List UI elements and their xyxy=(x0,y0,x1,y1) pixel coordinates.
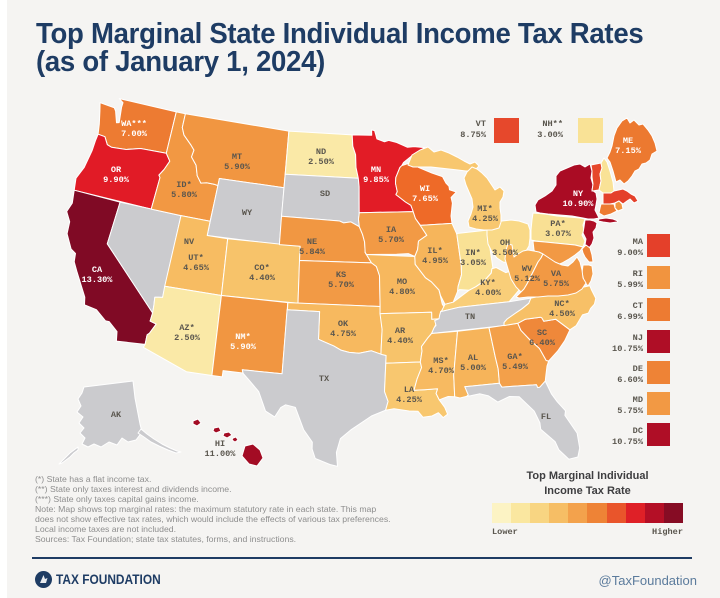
svg-text:MO: MO xyxy=(397,277,407,287)
svg-text:9.90%: 9.90% xyxy=(103,175,130,185)
svg-text:4.25%: 4.25% xyxy=(396,395,423,405)
svg-text:TX: TX xyxy=(319,374,330,384)
svg-text:MI*: MI* xyxy=(477,204,492,214)
svg-text:4.75%: 4.75% xyxy=(330,329,357,339)
svg-text:5.70%: 5.70% xyxy=(328,280,355,290)
svg-text:5.84%: 5.84% xyxy=(299,247,326,257)
svg-text:5.70%: 5.70% xyxy=(378,235,405,245)
svg-text:CA: CA xyxy=(92,265,103,275)
svg-text:7.65%: 7.65% xyxy=(412,194,439,204)
svg-text:5.12%: 5.12% xyxy=(514,274,541,284)
svg-text:5.80%: 5.80% xyxy=(171,190,198,200)
svg-text:MT: MT xyxy=(232,152,242,162)
svg-text:4.70%: 4.70% xyxy=(428,366,455,376)
svg-text:4.40%: 4.40% xyxy=(387,336,414,346)
svg-text:SD: SD xyxy=(320,189,330,199)
svg-text:KY*: KY* xyxy=(480,278,495,288)
svg-text:9.85%: 9.85% xyxy=(363,175,390,185)
svg-text:AZ*: AZ* xyxy=(179,323,194,333)
svg-text:CO*: CO* xyxy=(254,263,269,273)
svg-text:AL: AL xyxy=(468,353,478,363)
svg-text:IA: IA xyxy=(386,225,397,235)
svg-text:OK: OK xyxy=(338,319,349,329)
svg-text:MN: MN xyxy=(371,165,381,175)
svg-text:HI: HI xyxy=(215,439,225,449)
svg-text:UT*: UT* xyxy=(188,253,203,263)
svg-text:NY: NY xyxy=(573,189,584,199)
svg-text:SC: SC xyxy=(537,328,547,338)
svg-text:4.95%: 4.95% xyxy=(422,256,449,266)
svg-text:IN*: IN* xyxy=(465,248,480,258)
svg-text:WA***: WA*** xyxy=(121,119,147,129)
svg-text:NV: NV xyxy=(184,237,195,247)
svg-text:AR: AR xyxy=(395,326,406,336)
svg-text:WY: WY xyxy=(242,208,253,218)
svg-text:4.25%: 4.25% xyxy=(472,214,499,224)
svg-text:OR: OR xyxy=(111,165,122,175)
svg-text:LA: LA xyxy=(404,385,415,395)
svg-text:5.90%: 5.90% xyxy=(224,162,251,172)
svg-text:NC*: NC* xyxy=(554,299,569,309)
svg-text:3.05%: 3.05% xyxy=(460,258,487,268)
svg-text:5.49%: 5.49% xyxy=(502,362,529,372)
svg-text:13.30%: 13.30% xyxy=(82,275,114,285)
svg-text:3.07%: 3.07% xyxy=(545,229,572,239)
svg-text:10.90%: 10.90% xyxy=(563,199,595,209)
svg-text:4.80%: 4.80% xyxy=(389,287,416,297)
svg-text:AK: AK xyxy=(111,410,122,420)
svg-text:5.00%: 5.00% xyxy=(460,363,487,373)
svg-text:NM*: NM* xyxy=(235,332,250,342)
svg-text:OH: OH xyxy=(500,238,510,248)
svg-text:PA*: PA* xyxy=(550,219,565,229)
svg-text:4.00%: 4.00% xyxy=(475,288,502,298)
svg-text:7.00%: 7.00% xyxy=(121,129,148,139)
svg-text:7.15%: 7.15% xyxy=(615,146,642,156)
svg-text:ID*: ID* xyxy=(176,180,191,190)
svg-text:11.00%: 11.00% xyxy=(205,449,237,459)
svg-text:WV: WV xyxy=(522,264,533,274)
svg-text:5.90%: 5.90% xyxy=(230,342,257,352)
svg-text:ME: ME xyxy=(623,136,633,146)
svg-text:WI: WI xyxy=(420,184,430,194)
svg-text:NE: NE xyxy=(307,237,317,247)
svg-text:4.40%: 4.40% xyxy=(249,273,276,283)
svg-text:3.50%: 3.50% xyxy=(492,248,519,258)
svg-text:MS*: MS* xyxy=(433,356,448,366)
svg-text:VA: VA xyxy=(551,269,562,279)
svg-text:TN: TN xyxy=(465,312,475,322)
svg-text:2.50%: 2.50% xyxy=(308,157,335,167)
svg-text:6.40%: 6.40% xyxy=(529,338,556,348)
svg-text:2.50%: 2.50% xyxy=(174,333,201,343)
svg-text:FL: FL xyxy=(541,412,551,422)
svg-text:KS: KS xyxy=(336,270,346,280)
svg-text:ND: ND xyxy=(316,147,326,157)
svg-text:GA*: GA* xyxy=(507,352,522,362)
svg-text:5.75%: 5.75% xyxy=(543,279,570,289)
svg-text:4.50%: 4.50% xyxy=(549,309,576,319)
svg-text:4.65%: 4.65% xyxy=(183,263,210,273)
svg-text:IL*: IL* xyxy=(427,246,442,256)
